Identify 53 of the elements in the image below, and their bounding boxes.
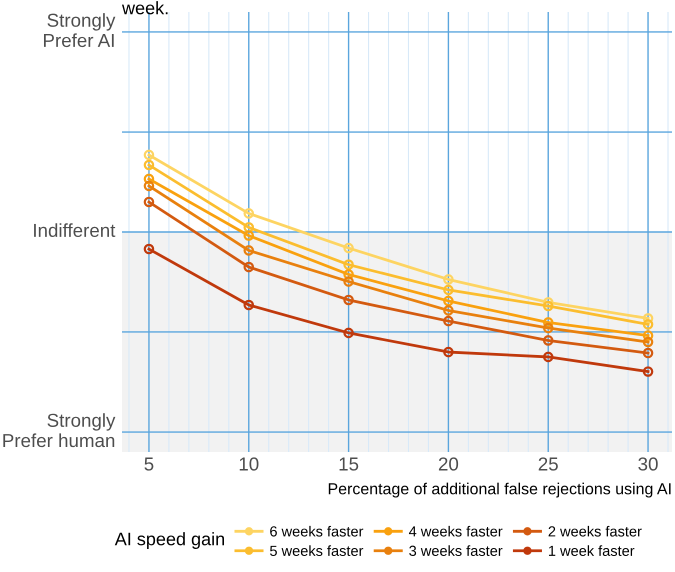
x-tick-label: 10: [240, 457, 258, 471]
point: [343, 269, 354, 280]
point: [144, 244, 154, 254]
point: [642, 348, 654, 358]
point: [642, 319, 654, 330]
point: [542, 335, 554, 346]
legend-title: AI speed gain: [114, 532, 224, 549]
point: [243, 300, 254, 310]
ref-line-label: Strongly Prefer AI: [44, 13, 116, 48]
point: [343, 242, 354, 254]
point: [542, 300, 554, 312]
legend-label: 2 weeks faster: [548, 526, 642, 537]
point: [542, 352, 554, 362]
ref-line-label: Strongly Prefer human: [3, 413, 116, 448]
point: [443, 284, 454, 296]
legend-label: 4 weeks faster: [408, 526, 502, 537]
point: [642, 366, 654, 377]
point: [144, 160, 154, 170]
point: [243, 230, 254, 241]
ref-line-label: Indifferent: [34, 223, 116, 238]
point: [243, 245, 254, 256]
legend-label: 5 weeks faster: [270, 545, 364, 556]
point: [642, 330, 654, 341]
point: [343, 276, 354, 287]
chart-title: week.: [122, 1, 168, 14]
point: [443, 274, 454, 285]
point: [343, 328, 354, 338]
point: [243, 262, 254, 272]
point: [144, 150, 154, 160]
legend-label: 6 weeks faster: [270, 526, 364, 537]
x-tick-label: 15: [340, 458, 358, 471]
point: [144, 196, 154, 208]
point: [642, 336, 654, 348]
point: [443, 296, 454, 306]
x-tick-label: 5: [144, 458, 154, 471]
x-tick-label: 25: [538, 457, 558, 471]
point: [144, 174, 154, 184]
point: [443, 316, 454, 326]
point: [243, 208, 254, 219]
x-axis-title: Percentage of additional false rejections using AI: [328, 482, 671, 498]
point: [243, 222, 254, 233]
point: [144, 180, 154, 192]
x-tick-label: 20: [438, 457, 458, 471]
point: [443, 346, 454, 358]
point: [443, 305, 454, 316]
point: [542, 322, 554, 334]
legend-label: 3 weeks faster: [409, 545, 502, 556]
point: [343, 259, 354, 270]
point: [642, 313, 654, 324]
point: [343, 294, 354, 306]
x-tick-label: 30: [638, 457, 658, 471]
point: [542, 317, 554, 328]
legend-label: 1 week faster: [548, 545, 634, 556]
